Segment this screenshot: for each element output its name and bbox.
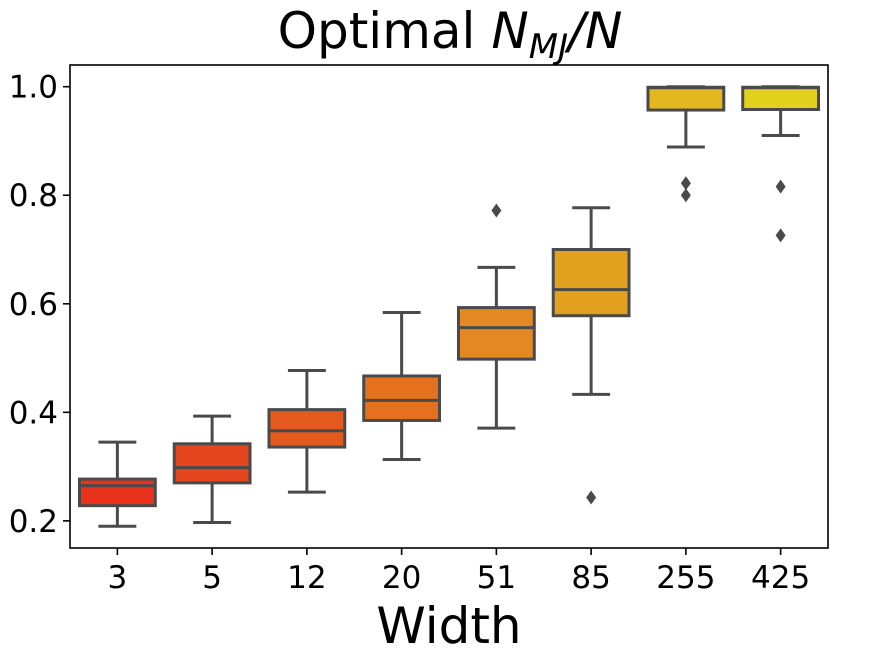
boxes-group — [77, 85, 821, 528]
box-85 — [551, 206, 631, 505]
x-tick-label: 85 — [571, 560, 610, 596]
y-tick-label: 1.0 — [9, 70, 58, 106]
iqr-box — [172, 442, 252, 485]
x-axis: 3 5 12 20 51 85 255 425 — [108, 548, 810, 596]
iqr-box — [267, 408, 347, 449]
x-tick-label: 20 — [382, 560, 421, 596]
iqr-box — [551, 248, 631, 318]
outlier-point — [586, 490, 597, 505]
outlier-point — [491, 203, 502, 218]
x-tick-label: 5 — [202, 560, 222, 596]
outlier-point — [680, 176, 691, 191]
box-12 — [267, 369, 347, 494]
x-tick-label: 3 — [108, 560, 128, 596]
box-3 — [77, 440, 157, 528]
y-tick-label: 0.6 — [9, 287, 58, 323]
x-tick-label: 255 — [656, 560, 715, 596]
plot-frame — [69, 64, 829, 549]
x-tick-label: 425 — [751, 560, 810, 596]
iqr-box — [646, 85, 726, 112]
box-51 — [456, 203, 536, 430]
box-425 — [741, 85, 821, 243]
x-axis-label: Width — [376, 597, 521, 654]
chart-title: Optimal NMJ/N — [278, 2, 623, 67]
box-5 — [172, 414, 252, 524]
y-tick-label: 0.2 — [9, 504, 58, 540]
outlier-point — [680, 188, 691, 203]
y-tick-label: 0.4 — [9, 395, 58, 431]
iqr-box — [741, 85, 821, 112]
y-tick-label: 0.8 — [9, 178, 58, 214]
iqr-box — [456, 306, 536, 361]
x-tick-label: 12 — [287, 560, 326, 596]
y-axis: 0.2 0.4 0.6 0.8 1.0 — [9, 70, 70, 540]
iqr-box — [362, 374, 442, 422]
outlier-point — [775, 228, 786, 243]
outlier-point — [775, 179, 786, 194]
box-255 — [646, 85, 726, 203]
x-tick-label: 51 — [477, 560, 516, 596]
iqr-box — [77, 477, 157, 508]
box-20 — [362, 310, 442, 462]
